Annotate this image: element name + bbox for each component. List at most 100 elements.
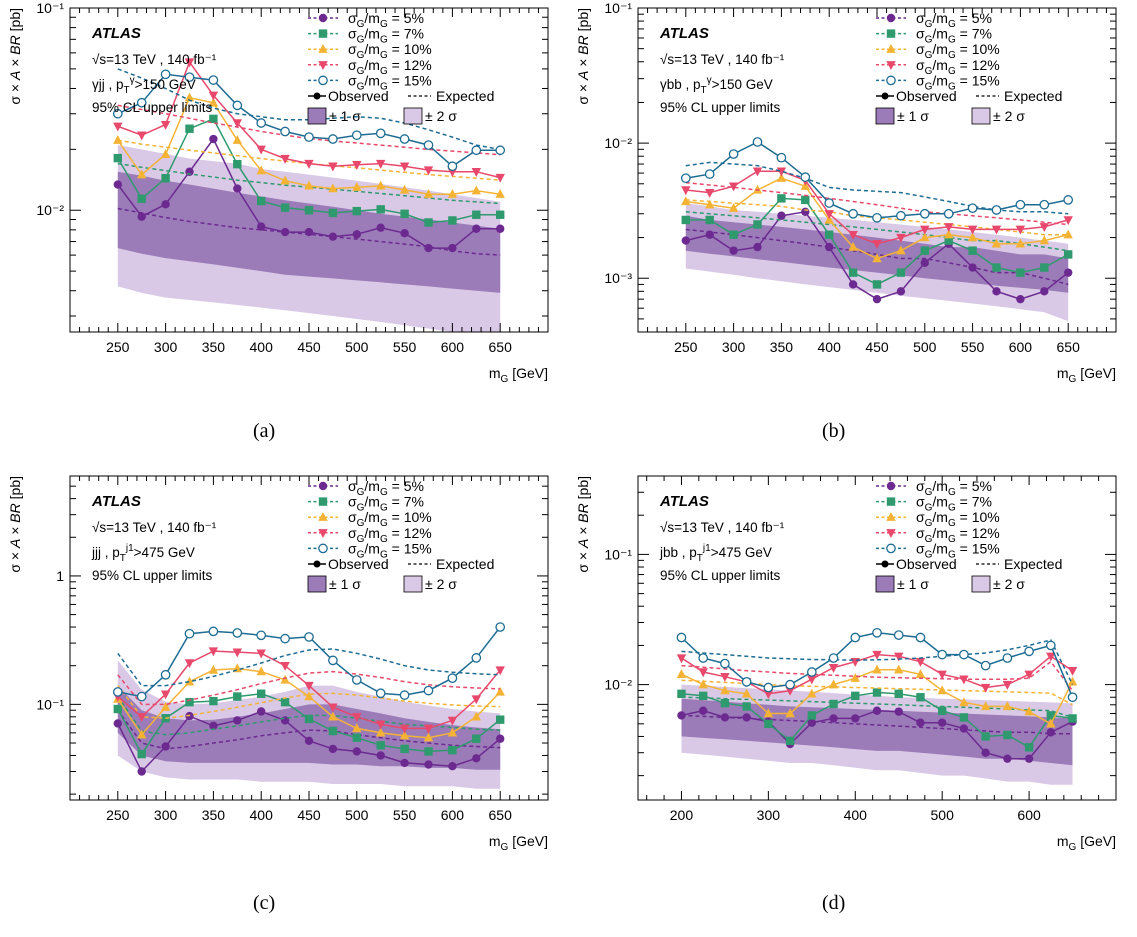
observed-point bbox=[741, 688, 752, 698]
legend-marker bbox=[886, 61, 896, 70]
observed-point bbox=[728, 149, 739, 159]
legend-band2-label: ± 2 σ bbox=[425, 108, 457, 124]
observed-point bbox=[232, 134, 242, 144]
observed-point bbox=[829, 714, 838, 723]
observed-point bbox=[1015, 199, 1026, 210]
observed-point bbox=[920, 246, 929, 255]
legend-observed-label: Observed bbox=[896, 88, 957, 104]
observed-point bbox=[112, 687, 123, 697]
observed-point bbox=[399, 162, 410, 172]
observed-point bbox=[698, 706, 708, 715]
energy-lumi-text: √s=13 TeV , 140 fb⁻¹ bbox=[92, 520, 217, 535]
observed-point bbox=[776, 172, 787, 182]
observed-point bbox=[944, 236, 953, 245]
legend-band1-label: ± 1 σ bbox=[897, 576, 929, 592]
chart-panel-d: 200 300 400 500 600 10⁻² 10⁻¹ mG​ [GeV] σ × A × … bbox=[575, 475, 1117, 853]
expected-line-3 bbox=[117, 670, 501, 706]
observed-point bbox=[991, 225, 1002, 235]
observed-point bbox=[1016, 294, 1025, 304]
observed-point bbox=[807, 718, 817, 727]
legend-label: σG​/mG​ = 15% bbox=[916, 72, 1000, 92]
caption-b: (b) bbox=[822, 420, 846, 442]
observed-point bbox=[1024, 706, 1034, 716]
observed-point bbox=[232, 648, 242, 658]
x-tick-label: 600 bbox=[1017, 807, 1041, 823]
observed-point bbox=[1046, 711, 1056, 720]
observed-point bbox=[1068, 714, 1077, 723]
legend-expected-label: Expected bbox=[1004, 88, 1062, 104]
x-tick-label: 250 bbox=[106, 807, 130, 823]
observed-point bbox=[872, 627, 882, 638]
observed-point bbox=[785, 686, 795, 696]
legend-label: σG​/mG​ = 7% bbox=[348, 26, 424, 46]
observed-point bbox=[872, 212, 882, 223]
observed-point bbox=[280, 154, 290, 164]
expected-line-2 bbox=[117, 685, 501, 719]
selection-text: jjj , pT​j1​>475 GeV bbox=[91, 543, 195, 564]
legend-marker bbox=[886, 512, 896, 521]
observed-point bbox=[1015, 238, 1026, 248]
observed-point bbox=[872, 240, 882, 249]
observed-point bbox=[677, 711, 686, 720]
legend-label: σG​/mG​ = 15% bbox=[348, 72, 432, 92]
observed-point bbox=[1002, 653, 1013, 663]
observed-point bbox=[681, 215, 690, 225]
observed-point bbox=[872, 650, 882, 660]
chart-panel-b: 250 300 350 400 450 500 550 600 650 10⁻³ 10⁻² 10⁻¹ m… bbox=[575, 0, 1117, 385]
observed-point bbox=[1024, 754, 1034, 763]
observed-point bbox=[896, 268, 906, 277]
observed-point bbox=[423, 732, 434, 742]
observed-point bbox=[209, 134, 218, 144]
legend-label: σG​/mG​ = 5% bbox=[348, 478, 424, 498]
observed-point bbox=[968, 246, 977, 255]
observed-point bbox=[1067, 676, 1078, 686]
observed-point bbox=[894, 652, 904, 662]
observed-point bbox=[495, 686, 505, 696]
observed-point bbox=[496, 715, 505, 724]
observed-point bbox=[447, 161, 458, 172]
legend-marker bbox=[318, 497, 328, 506]
observed-point bbox=[160, 669, 171, 680]
legend-label: σG​/mG​ = 7% bbox=[916, 26, 992, 46]
observed-point bbox=[328, 162, 338, 172]
observed-point bbox=[800, 172, 811, 182]
observed-point bbox=[872, 294, 882, 304]
expected-line-0 bbox=[117, 207, 501, 256]
observed-point bbox=[698, 668, 708, 678]
observed-point bbox=[137, 729, 147, 739]
observed-point bbox=[208, 91, 219, 101]
plot-area bbox=[112, 58, 506, 332]
x-tick-label: 500 bbox=[913, 339, 937, 355]
observed-point bbox=[1063, 216, 1073, 226]
x-tick-label: 550 bbox=[393, 807, 417, 823]
plot-area bbox=[112, 622, 506, 789]
observed-point bbox=[161, 174, 170, 183]
observed-point bbox=[967, 203, 978, 214]
expected-line-0 bbox=[117, 709, 501, 750]
observed-point bbox=[113, 122, 123, 132]
legend-observed-marker bbox=[313, 92, 321, 100]
limits-text: 95% CL upper limits bbox=[660, 568, 781, 583]
observed-point bbox=[698, 679, 708, 689]
observed-point bbox=[937, 685, 947, 695]
observed-point bbox=[1046, 728, 1056, 737]
observed-point bbox=[448, 761, 457, 771]
observed-point bbox=[944, 223, 954, 233]
observed-point bbox=[1064, 250, 1073, 259]
observed-point bbox=[915, 669, 926, 679]
observed-point bbox=[328, 208, 338, 218]
y-axis-label: σ × A × BR [pb] bbox=[575, 476, 591, 573]
observed-point bbox=[824, 198, 835, 208]
observed-point bbox=[447, 716, 458, 726]
observed-point bbox=[472, 224, 481, 233]
legend-marker bbox=[886, 497, 896, 506]
observed-point bbox=[828, 663, 839, 673]
observed-point bbox=[1067, 666, 1078, 676]
observed-point bbox=[280, 227, 290, 237]
observed-point bbox=[850, 632, 861, 643]
observed-point bbox=[184, 628, 195, 639]
observed-point bbox=[894, 707, 903, 716]
observed-point bbox=[753, 220, 762, 229]
observed-point bbox=[137, 169, 147, 179]
observed-point bbox=[1063, 229, 1073, 239]
